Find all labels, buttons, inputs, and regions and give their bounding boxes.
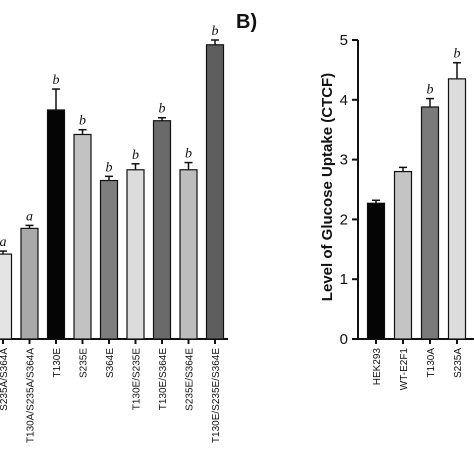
bar xyxy=(205,44,225,340)
x-tick-label: T130E/S364E xyxy=(158,348,169,411)
significance-letter: b xyxy=(185,147,192,162)
x-tick-label: HEK293 xyxy=(372,348,383,386)
panel-b-chart: B) Level of Glucose Uptake (CTCF) 0 1 2 3 4 5… xyxy=(236,11,474,390)
panel-a-chart: a S235A/S364A a T130A/S235A/S364A b T130E b S23… xyxy=(0,24,228,443)
significance-letter: b xyxy=(427,83,434,98)
significance-letter: a xyxy=(0,235,7,250)
bar xyxy=(0,253,13,340)
bar xyxy=(152,120,172,340)
bar xyxy=(393,170,413,340)
x-tick-label: S235E xyxy=(79,348,90,378)
bar xyxy=(447,78,467,340)
bar xyxy=(46,109,66,340)
x-tick-label: T130A xyxy=(426,348,437,378)
bar xyxy=(420,106,440,340)
y-tick-label: 1 xyxy=(340,271,348,288)
significance-letter: b xyxy=(159,102,166,117)
y-tick-label: 2 xyxy=(340,211,348,228)
x-tick-label: S235E/S364E xyxy=(185,348,196,411)
y-tick-label: 0 xyxy=(340,331,348,348)
bar xyxy=(179,169,198,340)
x-tick-label: S235A xyxy=(453,348,464,378)
significance-letter: b xyxy=(79,114,86,129)
x-tick-label: S364E xyxy=(105,348,116,378)
panel-b-y-axis-label: Level of Glucose Uptake (CTCF) xyxy=(319,73,336,301)
bar xyxy=(99,179,119,340)
x-tick-label: T130A/S235A/S364A xyxy=(26,348,37,443)
significance-letter: b xyxy=(53,73,60,88)
significance-letter: b xyxy=(106,160,113,175)
y-tick-label: 4 xyxy=(340,92,348,109)
y-tick-label: 3 xyxy=(340,152,348,169)
significance-letter: b xyxy=(454,47,461,62)
x-tick-label: T130E/S235E xyxy=(132,348,143,411)
bar xyxy=(366,202,386,340)
significance-letter: a xyxy=(26,209,33,224)
x-tick-label: S235A/S364A xyxy=(0,348,10,411)
y-tick-label: 5 xyxy=(340,32,348,49)
x-tick-label: T130E/S235E/S364E xyxy=(211,348,222,443)
bar xyxy=(20,227,39,340)
panel-b-label: B) xyxy=(236,11,257,33)
x-tick-label: T130E xyxy=(52,348,63,378)
x-tick-label: WT-E2F1 xyxy=(399,348,410,391)
significance-letter: b xyxy=(132,148,139,163)
significance-letter: b xyxy=(212,24,219,39)
bar xyxy=(73,133,92,340)
bar xyxy=(126,169,145,340)
